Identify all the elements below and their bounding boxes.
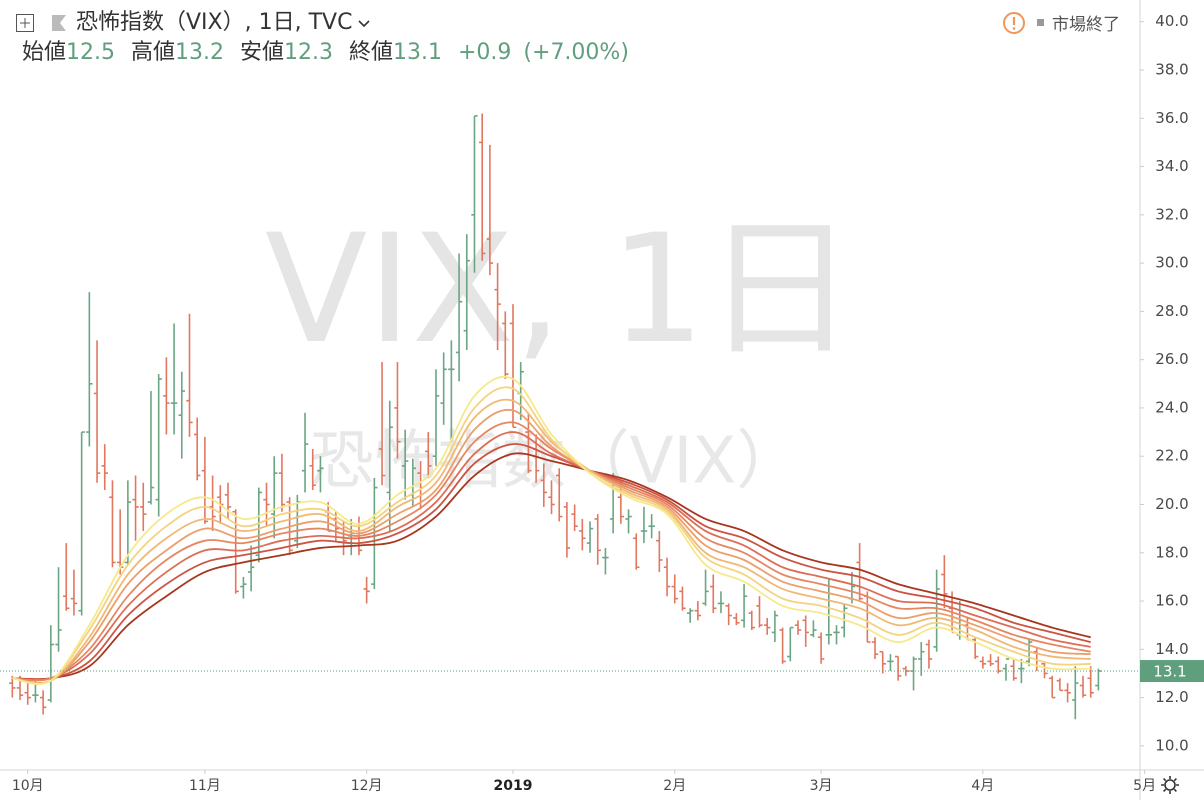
market-status: 市場終了: [1002, 10, 1120, 35]
ohlc-label: 始値: [22, 40, 67, 65]
x-tick-label: 3月: [810, 778, 833, 794]
ohlc-label: 高値: [131, 40, 176, 65]
y-tick-label: 18.0: [1155, 543, 1188, 561]
ohlc-value: 13.1: [393, 40, 442, 65]
moving-average: [12, 421, 1091, 682]
y-tick-label: 22.0: [1155, 447, 1188, 465]
moving-average: [12, 431, 1091, 681]
x-tick-label: 4月: [971, 778, 994, 794]
y-tick-label: 26.0: [1155, 350, 1188, 368]
plot: [0, 113, 1140, 720]
y-tick-label: 20.0: [1155, 495, 1188, 513]
x-tick-label: 12月: [351, 778, 383, 794]
watermark: VIX, 1日: [265, 203, 855, 377]
moving-average: [12, 386, 1091, 685]
flag-icon[interactable]: [48, 12, 70, 34]
change: +0.9: [458, 40, 512, 65]
x-tick-label: 2月: [663, 778, 686, 794]
dropdown-icon[interactable]: [356, 15, 372, 31]
y-tick-label: 24.0: [1155, 398, 1188, 416]
y-tick-label: 12.0: [1155, 688, 1188, 706]
axes: 10.0 12.0 14.0 16.0 18.0 20.0 22.0 24.0 26.0 28.0…: [12, 12, 1204, 794]
y-tick-label: 14.0: [1155, 640, 1188, 658]
x-tick-label: 5月: [1133, 778, 1156, 794]
moving-average: [12, 443, 1091, 681]
moving-average: [12, 375, 1091, 686]
time-axis: [0, 770, 1204, 800]
moving-average: [12, 408, 1091, 684]
moving-average: [12, 398, 1091, 685]
x-tick-label: 11月: [189, 778, 221, 794]
y-tick-label: 38.0: [1155, 61, 1188, 79]
y-tick-label: 30.0: [1155, 254, 1188, 272]
legend: 恐怖指数（VIX）, 1日, TVC 始値 12.5 高値 13.2 安値 12.3 終値 1…: [8, 8, 641, 68]
settings-icon[interactable]: [1161, 776, 1179, 794]
expand-icon[interactable]: [14, 12, 36, 34]
last-price-box: [1140, 660, 1204, 683]
y-tick-label: 16.0: [1155, 592, 1188, 610]
y-tick-label: 32.0: [1155, 205, 1188, 223]
y-tick-label: 36.0: [1155, 109, 1188, 127]
status-dot: [1037, 18, 1044, 26]
y-tick-label: 10.0: [1155, 736, 1188, 754]
x-tick-label: 10月: [12, 778, 44, 794]
y-tick-label: 34.0: [1155, 157, 1188, 175]
ohlc-value: 13.2: [175, 40, 224, 65]
ohlc-value: 12.3: [284, 40, 333, 65]
moving-average: [12, 452, 1091, 681]
ohlc-label: 安値: [240, 40, 285, 65]
x-tick-label: 2019: [494, 778, 533, 794]
status-text: 市場終了: [1052, 15, 1120, 35]
change-percent: (+7.00%): [523, 40, 629, 65]
title-row: 恐怖指数（VIX）, 1日, TVC: [8, 8, 641, 38]
alert-icon[interactable]: [1002, 11, 1026, 35]
last-price-label: 13.1: [1153, 663, 1186, 681]
ohlc-row: 始値 12.5 高値 13.2 安値 12.3 終値 13.1 +0.9 (+7.00%): [8, 38, 641, 68]
ohlc-value: 12.5: [66, 40, 115, 65]
y-tick-label: 40.0: [1155, 12, 1188, 30]
y-tick-label: 28.0: [1155, 302, 1188, 320]
ohlc-label: 終値: [349, 40, 394, 65]
title: 恐怖指数（VIX）, 1日, TVC: [76, 10, 353, 35]
